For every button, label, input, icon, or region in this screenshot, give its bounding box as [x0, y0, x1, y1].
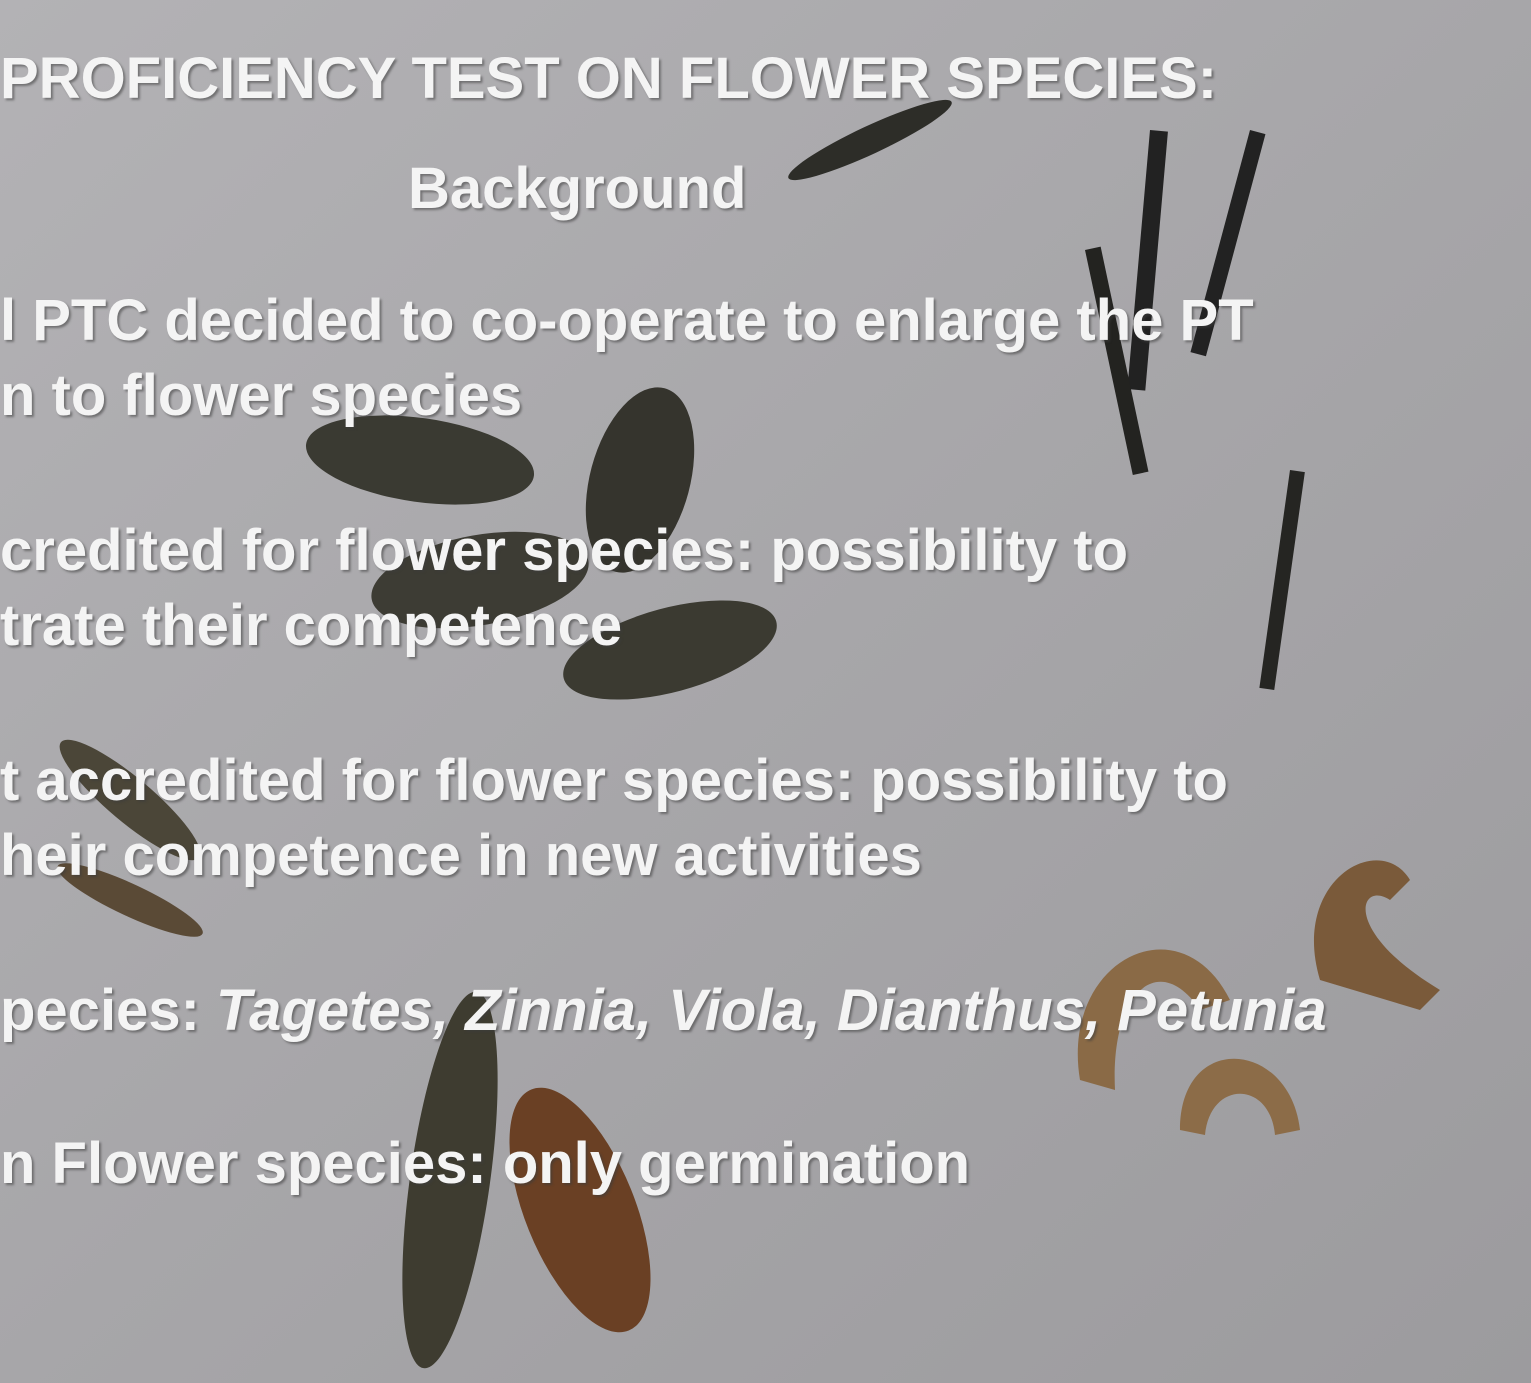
subtitle: Background	[408, 160, 746, 218]
bullet-line: n to flower species	[0, 367, 522, 425]
bullet-line: t accredited for flower species: possibi…	[0, 752, 1228, 810]
bullet-line: credited for flower species: possibility…	[0, 522, 1128, 580]
bullet-prefix: pecies:	[0, 978, 200, 1043]
bullet-line: heir competence in new activities	[0, 827, 922, 885]
species-list: Tagetes, Zinnia, Viola, Dianthus, Petuni…	[216, 978, 1327, 1043]
bullet-line: l PTC decided to co-operate to enlarge t…	[0, 292, 1254, 350]
bullet-line: n Flower species: only germination	[0, 1135, 970, 1193]
slide: {"title": "PROFICIENCY TEST ON FLOWER SP…	[0, 0, 1531, 1383]
title: PROFICIENCY TEST ON FLOWER SPECIES:	[0, 50, 1217, 108]
bullet-line: pecies:Tagetes, Zinnia, Viola, Dianthus,…	[0, 982, 1327, 1040]
bullet-line: trate their competence	[0, 597, 622, 655]
